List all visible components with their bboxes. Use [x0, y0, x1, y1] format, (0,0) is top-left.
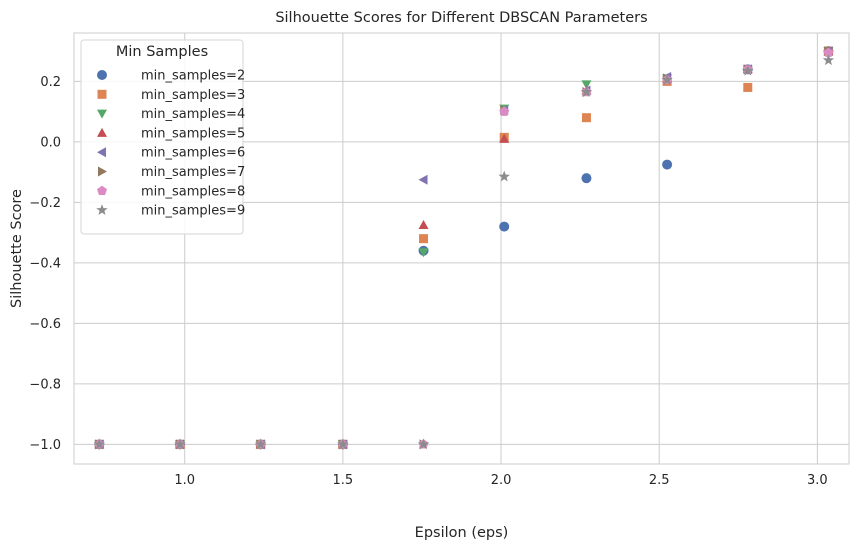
chart-title: Silhouette Scores for Different DBSCAN P…	[275, 10, 647, 26]
data-point	[93, 438, 106, 450]
legend: Min Samples min_samples=2min_samples=3mi…	[80, 39, 245, 235]
legend-box	[80, 39, 244, 235]
legend-item: min_samples=4	[97, 107, 245, 122]
data-point	[498, 170, 510, 182]
data-point	[499, 221, 510, 232]
legend-item: min_samples=2	[97, 69, 245, 84]
legend-item: min_samples=9	[96, 204, 245, 219]
legend-item: min_samples=5	[97, 126, 245, 141]
x-tick-label: 1.5	[333, 473, 354, 488]
y-axis-label: Silhouette Score	[9, 189, 25, 308]
legend-marker	[97, 70, 107, 80]
y-tick-label: 0.2	[40, 75, 61, 90]
data-point	[418, 248, 429, 258]
legend-item: min_samples=3	[97, 88, 245, 103]
legend-label: min_samples=7	[141, 165, 245, 180]
legend-label: min_samples=9	[141, 204, 245, 219]
legend-label: min_samples=4	[141, 107, 245, 122]
data-point	[580, 85, 593, 97]
data-point	[419, 234, 429, 244]
y-tick-label: −0.2	[29, 196, 61, 211]
data-point	[499, 106, 510, 116]
legend-title: Min Samples	[116, 44, 208, 60]
data-points	[93, 46, 835, 450]
legend-marker	[97, 109, 107, 119]
legend-marker	[97, 185, 107, 196]
legend-item: min_samples=8	[97, 184, 245, 199]
legend-item: min_samples=7	[98, 165, 245, 180]
x-tick-labels: 1.0 1.5 2.0 2.5 3.0	[174, 473, 827, 488]
legend-marker	[96, 204, 108, 215]
data-point	[581, 80, 592, 90]
x-tick-label: 1.0	[174, 473, 195, 488]
data-point	[581, 173, 592, 184]
data-point	[743, 82, 753, 92]
legend-label: min_samples=6	[141, 146, 245, 161]
data-point	[823, 47, 834, 57]
legend-items: min_samples=2 min_samples=3 min_samples=4m…	[96, 69, 245, 219]
legend-label: min_samples=5	[141, 126, 245, 141]
legend-item: min_samples=6	[97, 146, 245, 161]
y-tick-label: −0.6	[29, 317, 61, 332]
data-point	[661, 73, 673, 85]
legend-marker	[97, 89, 107, 99]
y-tick-label: −0.4	[29, 256, 61, 271]
data-point	[417, 438, 430, 450]
x-tick-label: 2.0	[491, 473, 512, 488]
data-point	[499, 133, 510, 143]
series-8	[93, 54, 835, 450]
legend-marker	[97, 147, 106, 158]
y-tick-label: −1.0	[29, 438, 61, 453]
data-point	[337, 438, 349, 450]
legend-label: min_samples=8	[141, 184, 245, 199]
y-tick-labels: −1.0 −0.8 −0.6 −0.4 −0.2 0.0 0.2	[29, 75, 61, 453]
data-point	[418, 220, 429, 230]
legend-marker	[98, 166, 107, 177]
data-point	[254, 438, 267, 450]
y-tick-label: −0.8	[29, 377, 61, 392]
y-tick-label: 0.0	[40, 135, 61, 150]
data-point	[742, 64, 754, 76]
plot-frame	[73, 32, 850, 465]
x-axis-label: Epsilon (eps)	[415, 525, 509, 541]
legend-marker	[97, 127, 107, 137]
data-point	[662, 159, 673, 170]
x-tick-label: 2.5	[649, 473, 670, 488]
data-point	[174, 438, 186, 450]
legend-label: min_samples=2	[141, 69, 245, 84]
legend-label: min_samples=3	[141, 88, 245, 103]
data-point	[822, 54, 835, 66]
data-point	[418, 174, 428, 185]
data-point	[581, 113, 591, 123]
x-tick-label: 3.0	[807, 473, 828, 488]
